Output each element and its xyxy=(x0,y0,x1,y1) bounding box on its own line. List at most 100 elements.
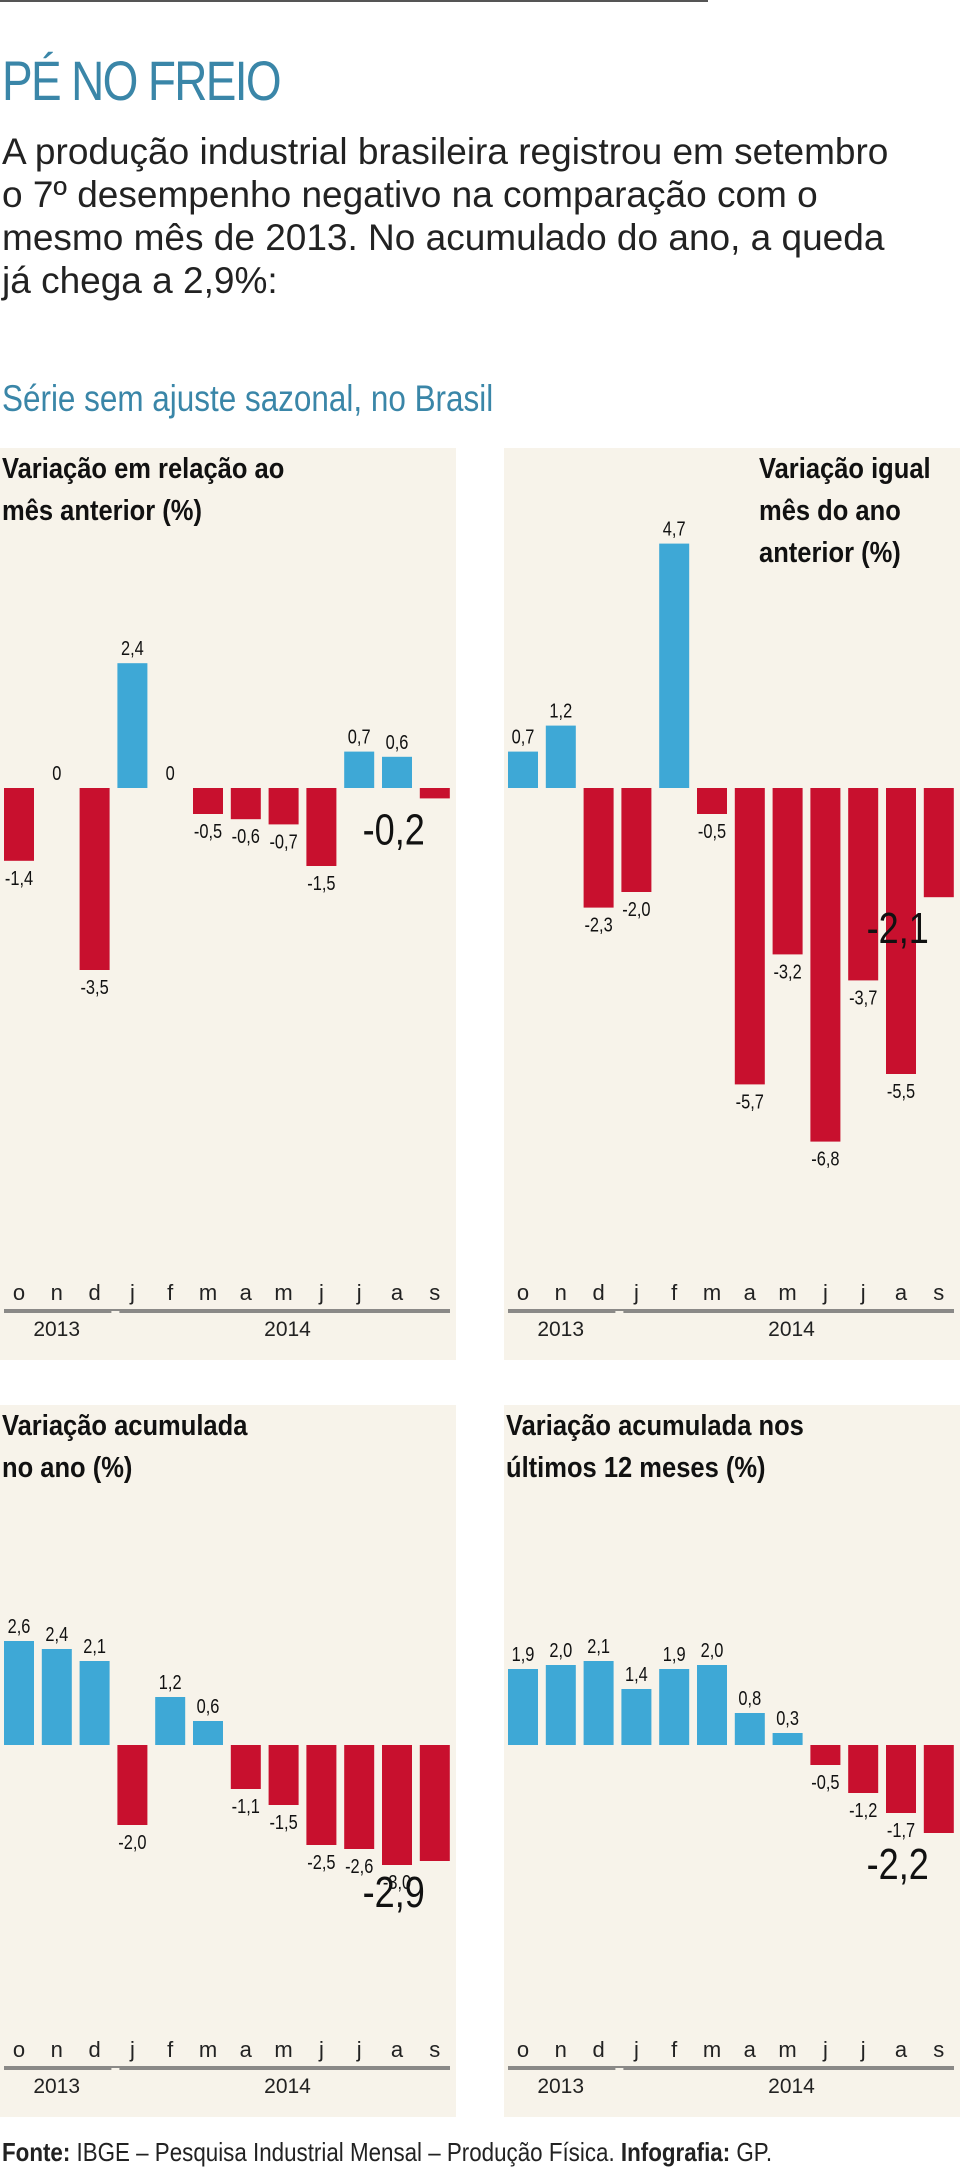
data-label: -1,1 xyxy=(232,1794,260,1817)
x-tick-label: j xyxy=(129,1280,135,1305)
bar xyxy=(621,788,652,892)
chart-title-line: mês do ano xyxy=(759,495,901,527)
chart-title-line: Variação acumulada xyxy=(2,1410,248,1442)
highlight-data-label: -0,2 xyxy=(363,805,425,854)
data-label: 0,3 xyxy=(776,1706,799,1729)
data-label: 2,0 xyxy=(701,1638,724,1661)
data-label: 0,6 xyxy=(386,730,409,753)
bar xyxy=(697,1665,727,1745)
bar xyxy=(382,756,412,788)
data-label: -0,7 xyxy=(269,830,297,853)
data-label: -2,0 xyxy=(622,897,650,920)
data-label: 0,7 xyxy=(348,725,371,748)
bar xyxy=(583,1661,614,1745)
x-tick-label: f xyxy=(671,1280,678,1305)
x-tick-label: d xyxy=(88,1280,100,1305)
bar xyxy=(193,788,223,814)
data-label: -2,0 xyxy=(118,1830,146,1853)
bar xyxy=(810,788,841,1142)
bar xyxy=(583,788,614,908)
data-label: 1,2 xyxy=(549,699,572,722)
bar xyxy=(508,1669,538,1745)
chart-title-line: Variação igual xyxy=(759,453,931,485)
data-label: 0,6 xyxy=(197,1694,220,1717)
data-label: 2,0 xyxy=(549,1638,572,1661)
plot-background xyxy=(0,448,456,1360)
x-tick-label: n xyxy=(555,2037,567,2062)
x-tick-label: o xyxy=(517,1280,529,1305)
data-label: -0,5 xyxy=(698,819,726,842)
bar xyxy=(923,1745,954,1833)
x-tick-label: m xyxy=(274,2037,292,2062)
data-label: -5,7 xyxy=(736,1090,764,1113)
bar xyxy=(508,751,538,788)
chart-year-accumulated-svg: 2,6 o 2,4 n 2,1 d -2,0 j 1,2 f 0,6 m -1,1 a -1,5 m -2,5 j… xyxy=(0,1405,456,2117)
x-tick-label: a xyxy=(240,2037,253,2062)
year-label: 2013 xyxy=(537,1318,584,1341)
x-tick-label: n xyxy=(555,1280,567,1305)
bar xyxy=(79,1661,110,1745)
data-label: -5,5 xyxy=(887,1079,915,1102)
bar xyxy=(41,1649,72,1745)
bar xyxy=(734,788,765,1085)
chart-title-line: Variação acumulada nos xyxy=(506,1410,804,1442)
x-tick-label: o xyxy=(13,1280,25,1305)
data-label: -2,5 xyxy=(307,1850,335,1873)
chart-title-line: últimos 12 meses (%) xyxy=(506,1452,766,1484)
x-tick-label: f xyxy=(167,2037,174,2062)
data-label: 0,7 xyxy=(512,725,535,748)
chart-title-line: Variação em relação ao xyxy=(2,453,285,485)
data-label: 2,4 xyxy=(45,1622,68,1645)
highlight-data-label: -2,1 xyxy=(867,904,929,953)
x-tick-label: f xyxy=(671,2037,678,2062)
bar xyxy=(659,543,690,788)
data-label: 2,4 xyxy=(121,637,144,660)
plot-background xyxy=(504,448,960,1360)
chart-title: Variação em relação ao mês anterior (%) xyxy=(2,448,284,532)
bar xyxy=(697,788,727,814)
x-tick-label: a xyxy=(895,1280,908,1305)
x-tick-label: j xyxy=(633,1280,639,1305)
chart-yoy-variation: 0,7 o 1,2 n -2,3 d -2,0 j 4,7 f -0,5 m -5,7 a -3,2 m -6,… xyxy=(504,448,960,1360)
x-tick-label: m xyxy=(274,1280,292,1305)
x-tick-label: j xyxy=(633,2037,639,2062)
chart-monthly-variation-svg: -1,4 o 0 n -3,5 d 2,4 j 0 f -0,5 m -0,6 a -0,7 m -1,5 j 0,… xyxy=(0,448,456,1360)
x-tick-label: s xyxy=(933,2037,944,2062)
source-label: Fonte: xyxy=(2,2137,71,2167)
x-tick-label: j xyxy=(318,1280,324,1305)
x-tick-label: a xyxy=(391,1280,404,1305)
bar xyxy=(268,788,299,825)
x-tick-label: a xyxy=(744,2037,757,2062)
x-tick-label: j xyxy=(356,1280,362,1305)
x-tick-label: o xyxy=(13,2037,25,2062)
x-tick-label: f xyxy=(167,1280,174,1305)
bar xyxy=(344,1745,375,1849)
chart-yoy-variation-svg: 0,7 o 1,2 n -2,3 d -2,0 j 4,7 f -0,5 m -5,7 a -3,2 m -6,… xyxy=(504,448,960,1360)
chart-title: Variação acumulada nos últimos 12 meses … xyxy=(506,1405,804,1489)
bar xyxy=(419,1745,450,1861)
chart-12-months-accumulated-svg: 1,9 o 2,0 n 2,1 d 1,4 j 1,9 f 2,0 m 0,8 a 0,3 m -0,5 j -1,… xyxy=(504,1405,960,2117)
x-tick-label: a xyxy=(895,2037,908,2062)
data-label: 0,8 xyxy=(738,1686,761,1709)
bar xyxy=(268,1745,299,1805)
year-label: 2014 xyxy=(768,1318,815,1341)
data-label: -6,8 xyxy=(811,1147,839,1170)
x-tick-label: m xyxy=(703,2037,721,2062)
data-label: -2,6 xyxy=(345,1854,373,1877)
bar xyxy=(117,663,148,788)
data-label: -0,5 xyxy=(811,1770,839,1793)
intro-text: A produção industrial brasileira registr… xyxy=(2,131,889,301)
bar xyxy=(659,1669,690,1745)
x-tick-label: s xyxy=(933,1280,944,1305)
x-tick-label: n xyxy=(51,2037,63,2062)
bar xyxy=(4,1641,34,1745)
bar xyxy=(306,788,337,866)
chart-title-line: anterior (%) xyxy=(759,537,901,569)
data-label: 1,4 xyxy=(625,1662,648,1685)
x-tick-label: m xyxy=(778,1280,796,1305)
data-label: -1,4 xyxy=(5,866,33,889)
x-tick-label: a xyxy=(744,1280,757,1305)
bar xyxy=(848,788,879,981)
data-label: 0 xyxy=(166,761,175,784)
x-tick-label: j xyxy=(860,2037,866,2062)
